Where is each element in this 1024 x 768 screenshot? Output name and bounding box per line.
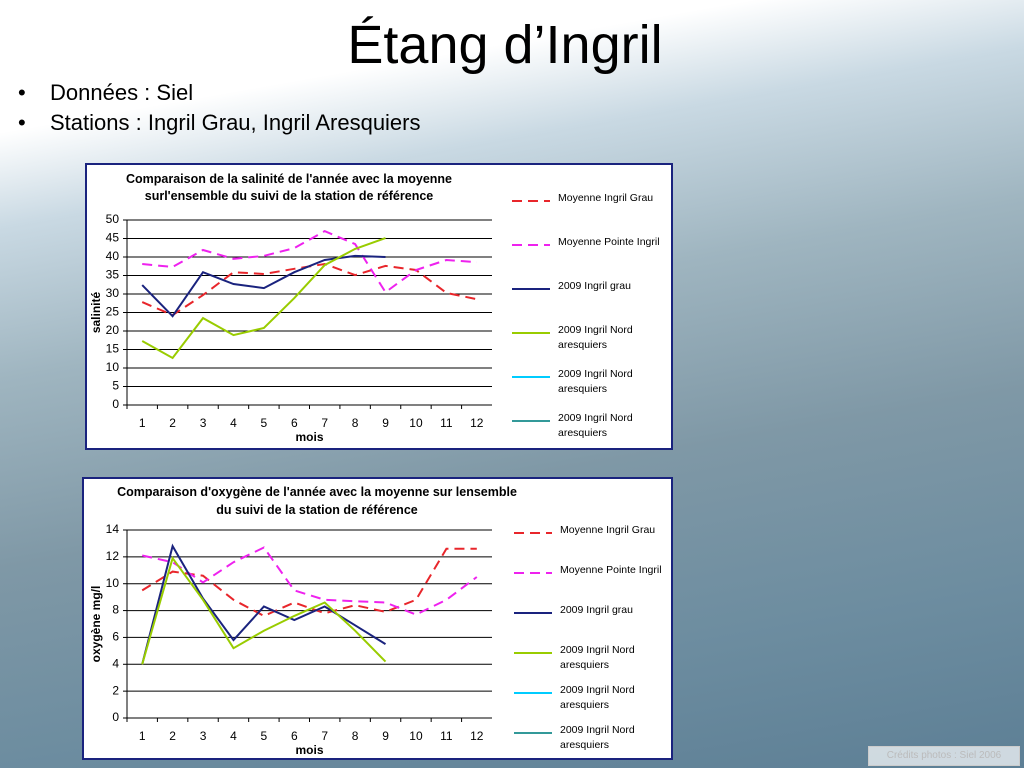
y-tick-label: 20 <box>106 323 120 337</box>
series-line <box>141 254 386 318</box>
y-tick-label: 40 <box>106 249 120 263</box>
y-tick-label: 30 <box>106 286 120 300</box>
x-tick-label: 10 <box>409 729 423 743</box>
x-tick-label: 3 <box>200 729 207 743</box>
chart-title: du suivi de la station de référence <box>216 503 418 517</box>
x-tick-label: 12 <box>470 416 484 430</box>
y-tick-label: 35 <box>106 268 120 282</box>
series-line <box>141 547 477 618</box>
chart-title: surl'ensemble du suivi de la station de … <box>144 189 434 203</box>
chart-title: Comparaison de la salinité de l'année av… <box>125 172 453 186</box>
y-tick-label: 6 <box>112 630 119 644</box>
series-line <box>141 555 387 665</box>
x-tick-label: 8 <box>352 416 359 430</box>
x-tick-label: 1 <box>139 416 146 430</box>
x-tick-label: 2 <box>169 416 176 430</box>
y-tick-label: 10 <box>106 360 120 374</box>
x-tick-label: 4 <box>230 416 237 430</box>
chart: Comparaison d'oxygène de l'année avec la… <box>82 477 673 760</box>
x-axis-label: mois <box>295 430 323 444</box>
x-tick-label: 12 <box>470 729 484 743</box>
y-tick-label: 45 <box>106 231 120 245</box>
x-tick-label: 2 <box>169 729 176 743</box>
legend-label: Moyenne Pointe Ingril <box>560 564 662 576</box>
series-line <box>141 543 387 665</box>
legend-label: Moyenne Ingril Grau <box>560 524 656 536</box>
y-axis-label: oxygène mg/l <box>89 586 103 663</box>
x-axis-label: mois <box>295 743 323 757</box>
x-tick-label: 7 <box>321 729 328 743</box>
x-tick-label: 11 <box>440 416 453 430</box>
y-tick-label: 0 <box>112 397 119 411</box>
x-tick-label: 5 <box>261 416 268 430</box>
legend-label: 2009 Ingril Nord aresquiers <box>560 644 635 671</box>
x-tick-label: 9 <box>382 416 389 430</box>
x-tick-label: 7 <box>321 416 328 430</box>
y-axis-label: salinité <box>89 292 103 334</box>
x-tick-label: 5 <box>261 729 268 743</box>
y-tick-label: 2 <box>112 683 119 697</box>
legend-label: 2009 Ingril Nord aresquiers <box>558 324 633 351</box>
credits: Crédits photos : Siel 2006 <box>868 746 1020 766</box>
y-tick-label: 14 <box>106 522 120 536</box>
x-tick-label: 11 <box>440 729 453 743</box>
chart-title: Comparaison d'oxygène de l'année avec la… <box>117 485 517 499</box>
bullet: • Stations : Ingril Grau, Ingril Aresquie… <box>18 110 421 135</box>
x-tick-label: 4 <box>230 729 237 743</box>
series-line <box>141 237 386 360</box>
series-line <box>141 546 478 616</box>
chart: Comparaison de la salinité de l'année av… <box>85 163 673 450</box>
y-tick-label: 8 <box>112 603 119 617</box>
legend-label: 2009 Ingril Nord aresquiers <box>560 724 635 751</box>
y-tick-label: 5 <box>112 379 119 393</box>
x-tick-label: 9 <box>382 729 389 743</box>
y-tick-label: 50 <box>106 212 120 226</box>
x-tick-label: 8 <box>352 729 359 743</box>
series-line <box>142 229 477 294</box>
series-line <box>141 262 478 317</box>
bullet-text: Données : Siel <box>50 80 194 105</box>
legend-label: 2009 Ingril grau <box>558 280 631 292</box>
legend-label: Moyenne Ingril Grau <box>558 192 654 204</box>
y-tick-label: 10 <box>106 576 120 590</box>
x-tick-label: 6 <box>291 416 298 430</box>
bullet: • Données : Siel <box>18 80 194 105</box>
legend-label: 2009 Ingril Nord aresquiers <box>558 412 633 439</box>
legend-label: 2009 Ingril Nord aresquiers <box>558 368 633 395</box>
legend-label: 2009 Ingril Nord aresquiers <box>560 684 635 711</box>
legend-label: 2009 Ingril grau <box>560 604 633 616</box>
y-tick-label: 15 <box>106 342 120 356</box>
y-tick-label: 12 <box>106 549 120 563</box>
x-tick-label: 3 <box>200 416 207 430</box>
legend-label: Moyenne Pointe Ingril <box>558 236 660 248</box>
y-tick-label: 0 <box>112 710 119 724</box>
x-tick-label: 6 <box>291 729 298 743</box>
bullet-text: Stations : Ingril Grau, Ingril Aresquier… <box>50 110 421 135</box>
y-tick-label: 4 <box>112 656 119 670</box>
x-tick-label: 10 <box>409 416 423 430</box>
x-tick-label: 1 <box>139 729 146 743</box>
y-tick-label: 25 <box>106 305 120 319</box>
slide-title: Étang d’Ingril <box>347 15 663 75</box>
